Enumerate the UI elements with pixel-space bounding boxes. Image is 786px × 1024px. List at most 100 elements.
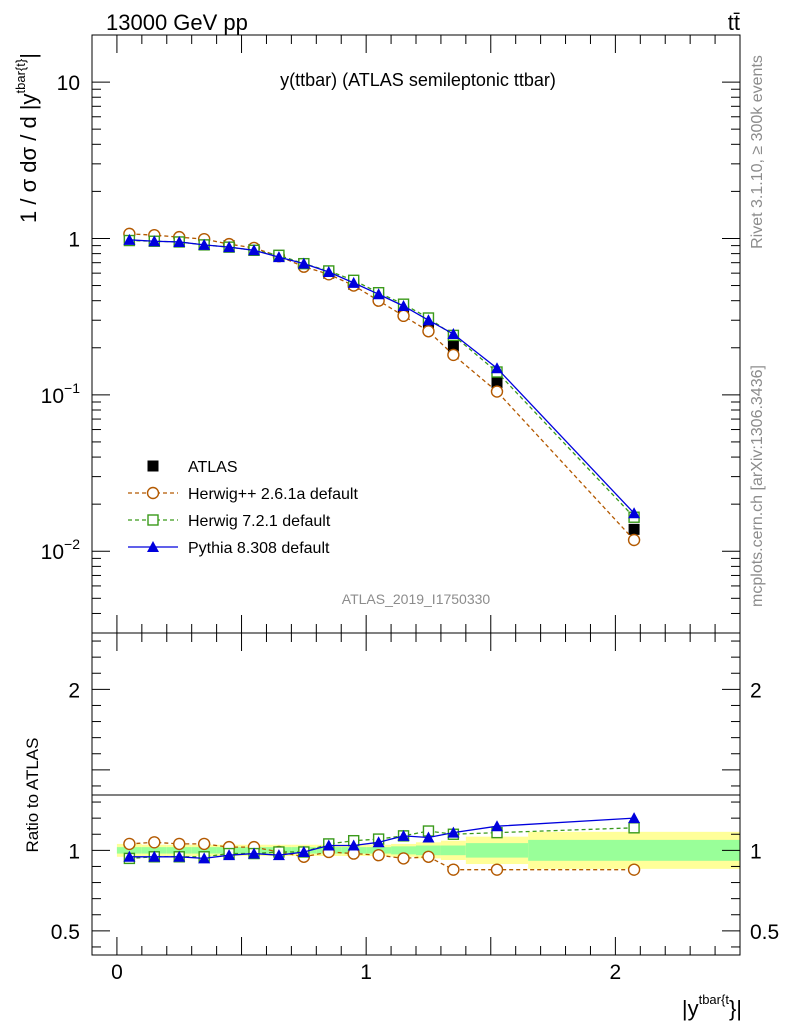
main-y-tick-mantissa: 1 [68,228,80,251]
main-series-line [129,239,635,514]
ratio-series-line [129,841,635,871]
main-series-line [129,233,635,541]
ratio-band-inner [528,839,740,861]
main-data-point [422,314,435,326]
ratio-data-point [297,845,310,857]
analysis-label: ATLAS_2019_I1750330 [342,591,491,607]
main-data-point [123,233,136,245]
legend-marker [147,460,159,472]
rivet-version-label: Rivet 3.1.10, ≥ 300k events [749,55,766,249]
ratio-x-tick-label: 0 [111,961,123,984]
legend-label: ATLAS [188,459,238,476]
ratio-data-point [422,831,435,843]
ratio-y-tick-label-right: 1 [750,840,762,863]
main-data-point [347,276,360,288]
ratio-series-line [129,817,635,860]
header-process-label: tt̄ [728,10,740,35]
ratio-band-inner [191,847,217,854]
legend-label: Herwig++ 2.6.1a default [188,486,358,503]
legend-marker [147,514,159,526]
ratio-data-point [397,852,410,865]
ratio-data-point [148,836,161,849]
legend-label: Herwig 7.2.1 default [188,513,331,530]
main-data-point [447,340,459,352]
main-data-point [422,325,435,338]
ratio-data-point [422,850,435,863]
main-data-point [490,385,504,398]
main-data-point [248,244,260,256]
ratio-y-axis: 0.5 0.5 1 1 2 2 [51,640,779,948]
main-data-point [322,266,335,278]
main-y-tick-exponent: −1 [64,380,80,396]
ratio-data-point [447,826,460,838]
ratio-data-point [627,863,641,876]
main-x-ticks [116,35,741,633]
main-data-point [198,238,211,250]
ratio-plot-area [123,812,641,876]
plot-title: y(ttbar) (ATLAS semileptonic ttbar) [280,70,556,90]
main-y-tick-label: 10−1 [41,380,81,408]
main-data-point [447,348,460,362]
ratio-y-tick-label-left: 2 [68,679,80,702]
ratio-x-axis: 0 1 2 [111,633,741,984]
legend: ATLAS Herwig++ 2.6.1a default Herwig 7.2.1… [128,459,358,557]
main-y-tick-mantissa: 10 [41,541,64,564]
main-data-point [297,257,310,269]
ratio-band-inner [416,845,441,856]
legend-marker [147,541,159,552]
ratio-frame [91,632,741,956]
ratio-x-tick-label: 2 [610,961,622,984]
ratio-y-tick-label-right: 0.5 [750,921,779,944]
ratio-data-point [173,837,186,851]
main-y-axis-title: 1 / σ dσ / d |ytbar{t}| [13,53,41,223]
main-data-point [148,235,161,247]
ratio-data-point [197,837,211,851]
ratio-data-point [123,850,136,862]
ratio-y-tick-label-right: 2 [750,679,762,702]
main-data-point [372,288,385,300]
ratio-band-inner [166,847,192,854]
mcplots-label: mcplots.cern.ch [arXiv:1306.3436] [749,365,766,607]
main-data-point [491,376,503,388]
ratio-data-point [272,849,285,861]
main-y-tick-label: 10−2 [41,536,81,564]
main-y-tick-mantissa: 10 [41,385,64,408]
ratio-data-point [490,863,504,876]
ratio-y-tick-label-left: 1 [68,840,80,863]
ratio-band-inner [391,846,416,855]
main-data-point [627,533,641,547]
ratio-data-point [248,847,260,859]
main-data-point [173,235,186,247]
ratio-panel: 0.5 0.5 1 1 2 2 0 1 2 Ratio to ATLAS |ytbar{t}| [23,632,779,1021]
ratio-data-point [173,850,186,862]
main-plot-area [123,227,641,547]
ratio-band-inner [440,845,466,856]
ratio-data-point [123,837,136,851]
main-data-point [628,507,641,519]
main-y-tick-exponent: −2 [64,536,80,552]
ratio-band-inner [141,847,167,854]
main-data-point [272,251,285,263]
ratio-data-point [148,850,161,862]
legend-marker [146,486,160,500]
ratio-data-point [372,848,385,862]
main-y-tick-label: 10 [57,72,80,95]
main-y-tick-label: 1 [68,228,80,251]
ratio-data-point [628,822,640,834]
main-data-point [628,523,640,535]
main-data-point [397,299,410,311]
main-data-point [397,309,410,323]
ratio-x-tick-label: 1 [360,961,372,984]
ratio-data-point [397,829,410,841]
ratio-data-point [347,839,360,851]
main-data-point [447,327,460,339]
ratio-data-point [322,839,335,851]
legend-label: Pythia 8.308 default [188,540,330,557]
main-data-point [223,241,236,253]
x-axis-title: |ytbar{t}| [682,992,742,1021]
ratio-y-tick-label-left: 0.5 [51,921,80,944]
ratio-data-point [223,849,236,861]
ratio-data-point [628,812,641,824]
